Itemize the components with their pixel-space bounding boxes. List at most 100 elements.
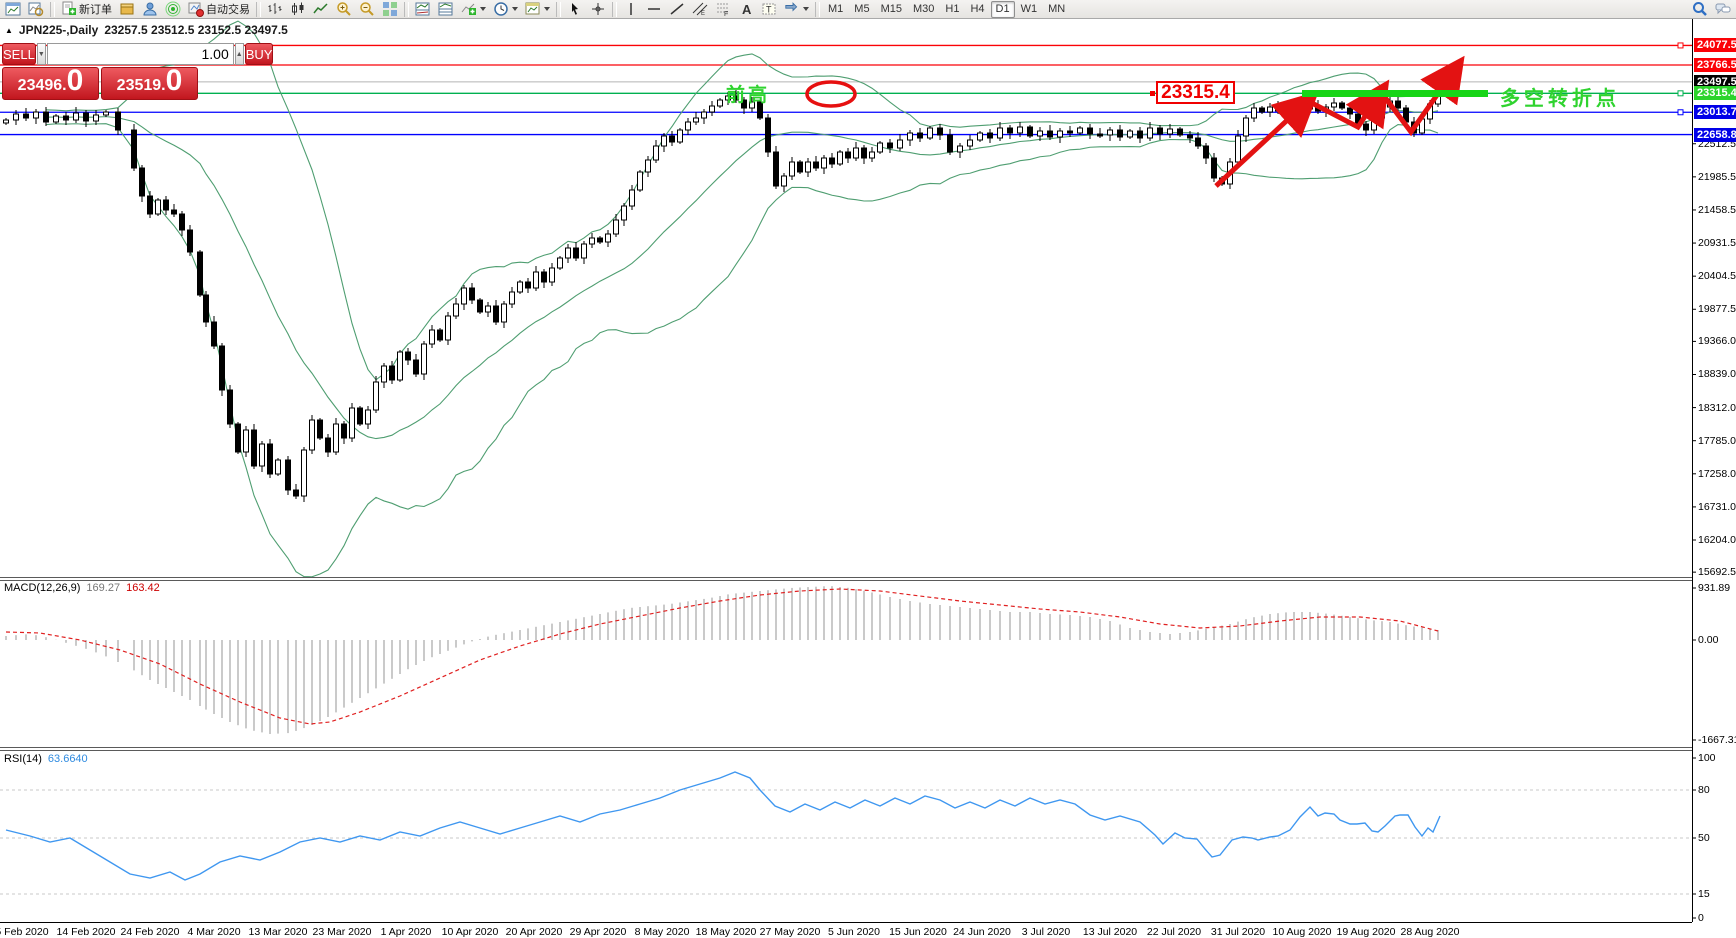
vline-icon: [630, 3, 632, 15]
cursor-icon: [572, 3, 578, 15]
autotrade-icon: [188, 2, 204, 17]
chat-button[interactable]: [1712, 1, 1734, 18]
sell-button[interactable]: SELL: [2, 43, 36, 65]
zoom-out-button[interactable]: [356, 1, 378, 18]
macd-tick-label: 931.89: [1698, 582, 1731, 594]
linechart-icon: [313, 3, 328, 14]
date-tick-label: 13 Jul 2020: [1082, 926, 1138, 938]
timeframe-button-mn[interactable]: MN: [1048, 3, 1066, 15]
text-icon: A: [742, 2, 752, 17]
price-tick-label: 21985.5: [1698, 170, 1736, 183]
timeframe-button-h1[interactable]: H1: [945, 3, 960, 15]
level-price-label[interactable]: 23315.4: [1156, 81, 1235, 104]
linechart-button[interactable]: [310, 1, 332, 18]
prev-high-annotation: 前高: [726, 85, 771, 106]
bars-button[interactable]: [264, 1, 286, 18]
hline-icon: [648, 8, 660, 10]
volume-decrease-button[interactable]: ▼: [36, 43, 46, 65]
toolbar-separator: [404, 1, 409, 17]
pane-separator[interactable]: [0, 747, 1692, 751]
zoom-in-icon: [337, 2, 351, 16]
dropdown-caret-icon[interactable]: [544, 7, 550, 11]
trend-zigzag-arrow: [1214, 90, 1320, 188]
history-button[interactable]: [116, 1, 138, 18]
volume-input[interactable]: [46, 43, 234, 65]
chart-window-button[interactable]: [2, 1, 24, 18]
fibo-button[interactable]: F: [712, 1, 734, 18]
profile-button[interactable]: [139, 1, 161, 18]
candles-icon: [292, 2, 304, 15]
tiles-button[interactable]: [379, 1, 401, 18]
date-tick-label: 8 May 2020: [634, 926, 690, 938]
price-tick-label: 21458.5: [1698, 203, 1736, 216]
macd-indicator-label: MACD(12,26,9) 169.27 163.42: [4, 582, 160, 594]
tick-chart-button[interactable]: [25, 1, 47, 18]
pane-separator[interactable]: [0, 577, 1692, 581]
vline-button[interactable]: [620, 1, 642, 18]
dropdown-caret-icon[interactable]: [803, 7, 809, 11]
trendline-button[interactable]: [666, 1, 688, 18]
buy-button[interactable]: BUY: [244, 43, 274, 65]
buy-quote-button[interactable]: 23519 . 0: [101, 66, 198, 100]
date-tick-label: 5 Jun 2020: [828, 926, 880, 938]
date-tick-label: 22 Jul 2020: [1146, 926, 1202, 938]
collapse-icon[interactable]: ▲: [5, 25, 13, 35]
trendline-icon: [670, 3, 684, 15]
dropdown-caret-icon[interactable]: [480, 7, 486, 11]
date-tick-label: 10 Aug 2020: [1272, 926, 1332, 938]
dropdown-caret-icon[interactable]: [512, 7, 518, 11]
candles-button[interactable]: [287, 1, 309, 18]
date-tick-label: 31 Jul 2020: [1210, 926, 1266, 938]
bid-price: 23496: [17, 77, 63, 94]
price-tick-label: 18839.0: [1698, 368, 1736, 381]
timeframe-button-w1[interactable]: W1: [1020, 3, 1038, 15]
crosshair-button[interactable]: [587, 1, 609, 18]
shapes-button[interactable]: [781, 1, 812, 18]
timeframe-button-m15[interactable]: M15: [880, 3, 902, 15]
hline-button[interactable]: [643, 1, 665, 18]
ind-window-button[interactable]: [412, 1, 434, 18]
timeframe-button-m5[interactable]: M5: [854, 3, 870, 15]
ind-window2-button[interactable]: [435, 1, 457, 18]
label-icon: T: [762, 3, 776, 15]
chart-window-icon: [5, 2, 21, 16]
symbol-timeframe-label: JPN225-,Daily: [18, 23, 99, 37]
autotrade-button[interactable]: 自动交易: [185, 1, 253, 18]
tick-chart-icon: [28, 2, 44, 17]
timeframe-button-d1[interactable]: D1: [990, 0, 1015, 18]
search-button[interactable]: [1689, 1, 1711, 18]
add-indicator-icon: [461, 3, 476, 15]
timeframe-button-h4[interactable]: H4: [970, 3, 985, 15]
macd-tick-label: -1667.31: [1698, 734, 1736, 746]
new-order-icon: [62, 1, 76, 15]
fibo-icon: F: [717, 3, 729, 17]
signals-button[interactable]: [162, 1, 184, 18]
main-toolbar: 新订单 自动交易 E F A T M1 M5 M15 M30 H1 H4 D1 W1 MN: [0, 0, 1736, 19]
price-tick-label: 16204.0: [1698, 534, 1736, 546]
cursor-button[interactable]: [564, 1, 586, 18]
text-button[interactable]: A: [735, 1, 757, 18]
date-tick-label: 20 Apr 2020: [505, 926, 563, 938]
price-level-badge: 23497.5: [1694, 74, 1736, 89]
channel-button[interactable]: E: [689, 1, 711, 18]
add-indicator-button[interactable]: [458, 1, 489, 18]
date-tick-label: 4 Mar 2020: [187, 926, 241, 938]
ohlc-readout: 23257.5 23512.5 23152.5 23497.5: [104, 23, 288, 37]
chart-area[interactable]: ▲ JPN225-,Daily 23257.5 23512.5 23152.5 …: [0, 19, 1736, 938]
volume-increase-button[interactable]: ▲: [234, 43, 244, 65]
clock-button[interactable]: [490, 1, 521, 18]
timeframe-button-m30[interactable]: M30: [912, 3, 935, 15]
chart-canvas[interactable]: [0, 19, 1736, 938]
sell-quote-button[interactable]: 23496 . 0: [2, 66, 99, 100]
zoom-in-button[interactable]: [333, 1, 355, 18]
toolbar-separator: [50, 1, 55, 17]
template-button[interactable]: [522, 1, 553, 18]
svg-text:T: T: [766, 5, 772, 15]
new-order-button[interactable]: 新订单: [58, 1, 115, 18]
label-button[interactable]: T: [758, 1, 780, 18]
timeframe-button-m1[interactable]: M1: [828, 3, 844, 15]
svg-text:F: F: [724, 11, 728, 17]
template-icon: [525, 2, 540, 15]
crosshair-icon: [592, 3, 604, 15]
